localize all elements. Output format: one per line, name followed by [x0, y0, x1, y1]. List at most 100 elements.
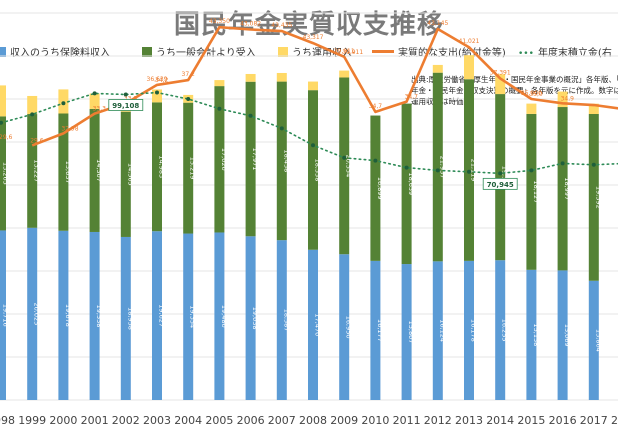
- bar-investment: [89, 93, 100, 109]
- expenditure-stub-label: 29,6: [30, 137, 44, 144]
- bar-premium: [464, 260, 474, 400]
- bar-label-premium: 17,470: [314, 314, 322, 337]
- x-tick-label: 2000: [49, 414, 77, 427]
- reserve-point: [155, 90, 159, 95]
- bar-premium: [308, 249, 318, 400]
- expenditure-data-label: 35,000: [521, 90, 542, 97]
- expenditure-data-label: 43,350: [209, 18, 230, 25]
- reserve-point: [123, 92, 128, 97]
- bar-label-premium: 18,587: [282, 309, 290, 332]
- bar-general-account: [526, 113, 537, 270]
- bar-general-account: [120, 111, 131, 237]
- bar-general-account: [152, 102, 162, 232]
- bar-general-account: [370, 115, 381, 261]
- x-tick-label: 2016: [549, 414, 577, 427]
- bar-general-account: [276, 81, 287, 241]
- reserve-point: [467, 169, 471, 174]
- bar-general-account: [495, 94, 506, 261]
- bar-general-account: [0, 116, 6, 231]
- x-tick-label: 2013: [455, 414, 483, 427]
- bar-investment: [464, 55, 474, 80]
- reserve-point: [0, 120, 3, 125]
- reserve-point: [279, 126, 284, 131]
- x-tick-label: 2018: [611, 414, 618, 427]
- bar-label-premium: 20,025: [33, 303, 41, 326]
- bar-label-premium: 13,864: [594, 329, 602, 352]
- expenditure-stub-label: 33,9: [124, 95, 138, 102]
- reserve-point: [435, 168, 440, 173]
- legend-item-expenditure: 実質的な支出(給付金等): [372, 44, 506, 59]
- bar-premium: [120, 236, 131, 400]
- bar-label-premium: 16,178: [470, 319, 478, 342]
- reserve-point: [217, 106, 222, 111]
- expenditure-stub-label: 39,911: [342, 49, 363, 56]
- bar-general-account: [214, 86, 225, 233]
- bar-investment: [27, 95, 38, 115]
- x-tick-label: 2014: [486, 414, 514, 427]
- bar-investment: [557, 91, 568, 108]
- bar-label-general-account: 20,554: [345, 154, 353, 177]
- reserve-point: [311, 143, 315, 148]
- bar-general-account: [339, 77, 350, 255]
- bar-investment: [245, 73, 256, 82]
- reserve-point: [92, 91, 97, 96]
- bar-investment: [276, 72, 287, 82]
- bar-premium: [401, 264, 412, 400]
- bar-premium: [432, 261, 443, 400]
- expenditure-data-label: 34,7: [369, 103, 383, 110]
- x-tick-label: 2001: [81, 414, 109, 427]
- bar-label-general-account: 17,020: [220, 148, 228, 171]
- x-tick-label: 2009: [330, 414, 358, 427]
- expenditure-data-label: 43,082: [240, 20, 261, 27]
- bar-general-account: [58, 113, 69, 231]
- bar-premium: [27, 227, 38, 400]
- legend-item-reserve: ••• 年度末積立金(右: [518, 48, 612, 59]
- bar-label-premium: 19,038: [251, 307, 259, 330]
- bar-premium: [557, 270, 568, 400]
- legend-item-investment: うち運用収入: [278, 44, 352, 59]
- bar-investment: [308, 81, 318, 91]
- expenditure-data-label: 36,639: [147, 76, 168, 83]
- bar-label-premium: 16,124: [438, 319, 446, 342]
- x-tick-label: 1998: [0, 414, 15, 427]
- expenditure-data-label: 39,911: [334, 48, 355, 55]
- bar-general-account: [401, 103, 412, 265]
- bar-label-premium: 19,627: [158, 304, 166, 327]
- x-tick-label: 2010: [361, 414, 389, 427]
- x-tick-label: 2015: [517, 414, 545, 427]
- expenditure-stub-label: 29,6: [0, 134, 13, 141]
- bar-general-account: [432, 72, 443, 262]
- bar-label-general-account: 17,971: [251, 148, 259, 171]
- legend-item-premium: 収入のうち保険料収入: [0, 44, 110, 59]
- reserve-data-label: 99,108: [112, 102, 139, 110]
- bar-premium: [0, 230, 6, 400]
- bar-investment: [432, 64, 443, 73]
- source-line: 年金・国民年金の収支決算の概要」各年版を元に作成。数字は簿価: [411, 86, 618, 95]
- expenditure-stub-label: 34,7: [405, 94, 419, 101]
- expenditure-stub-label: 33,3: [93, 106, 107, 113]
- bar-label-general-account: 14,983: [158, 155, 166, 178]
- reserve-point: [373, 158, 378, 163]
- bar-label-general-account: 21,119: [470, 159, 478, 182]
- x-tick-label: 2005: [205, 414, 233, 427]
- bar-premium: [214, 232, 225, 400]
- bar-general-account: [557, 107, 568, 271]
- series-line-reserve: [0, 91, 618, 175]
- bar-investment: [588, 103, 599, 114]
- bar-label-premium: 15,807: [407, 321, 415, 344]
- bar-label-premium: 16,177: [376, 319, 384, 342]
- legend-item-general-account: うち一般会計より受入: [142, 44, 256, 59]
- bar-premium: [370, 260, 381, 400]
- reserve-data-label: 70,945: [487, 181, 514, 189]
- bar-label-general-account: 18,558: [314, 159, 322, 182]
- bar-general-account: [89, 108, 100, 232]
- bar-label-premium: 16,950: [345, 316, 353, 339]
- bar-label-general-account: 19,392: [594, 186, 602, 209]
- bar-label-premium: 19,354: [189, 305, 197, 328]
- reserve-point: [248, 113, 253, 118]
- source-line: 出典:厚生労働省「厚生年金・国民年金事業の概況」各年版、「: [411, 75, 618, 84]
- x-tick-label: 2011: [393, 414, 421, 427]
- bar-premium: [526, 269, 537, 400]
- bar-label-premium: 19,678: [64, 304, 72, 327]
